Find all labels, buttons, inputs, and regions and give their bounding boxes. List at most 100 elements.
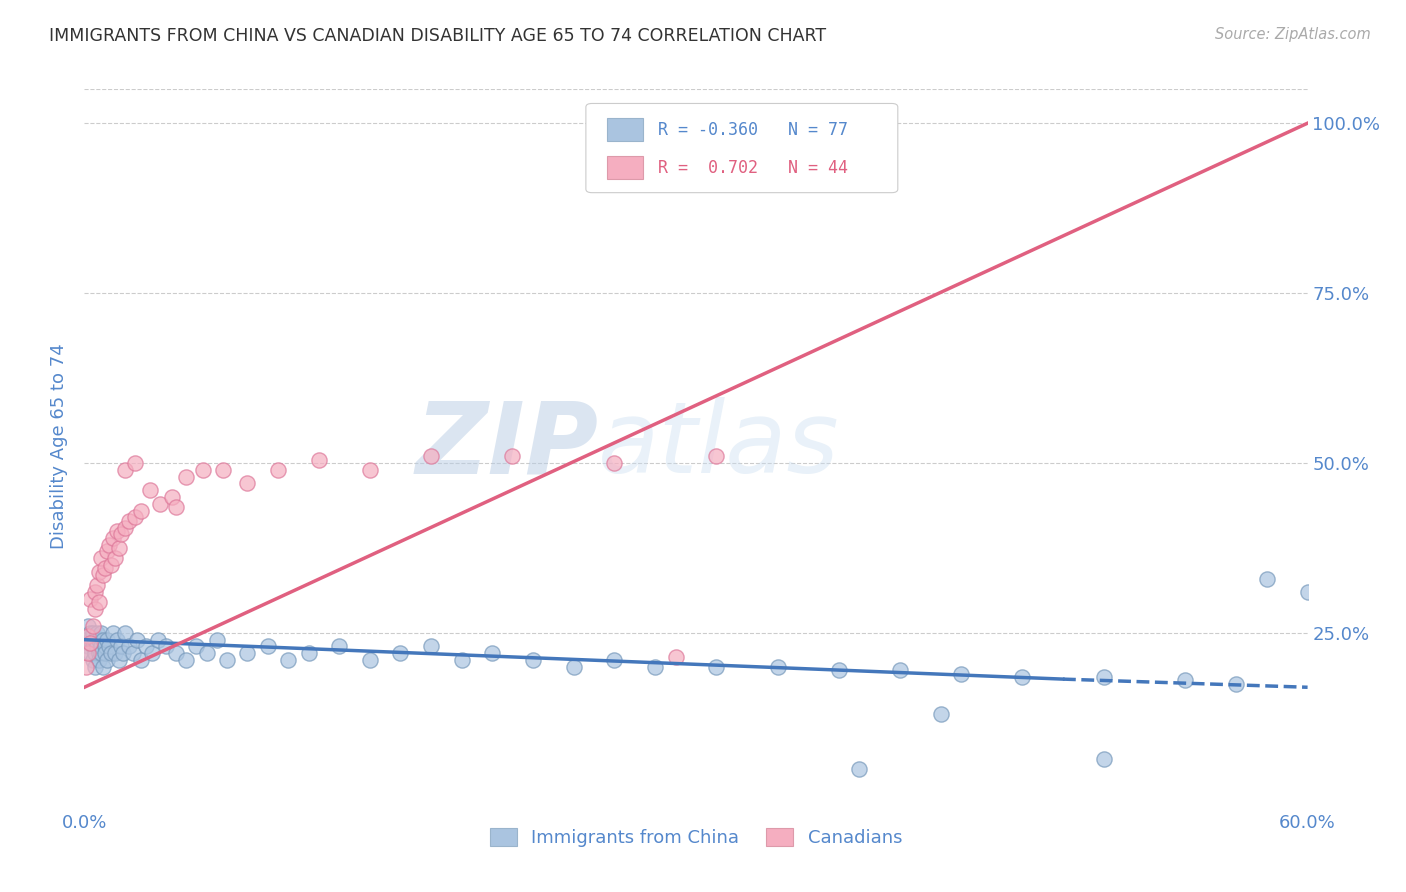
Point [191,463,214,477]
Point [328,640,350,654]
Point [1174,673,1197,688]
Point [83,585,105,599]
Text: atlas: atlas [598,398,839,494]
Point [389,646,412,660]
FancyBboxPatch shape [586,103,898,193]
Point [112,646,135,660]
Point [87,565,110,579]
Point [155,640,177,654]
Point [79,636,101,650]
Point [105,632,128,647]
Point [1296,585,1319,599]
Point [1092,751,1115,765]
Point [90,640,112,654]
Point [848,762,870,776]
Point [359,463,381,477]
Point [195,646,218,660]
Point [90,646,112,660]
Point [83,632,105,647]
Point [205,632,228,647]
Point [79,591,101,606]
Point [100,646,122,660]
Point [100,558,122,572]
Point [87,595,110,609]
Point [212,463,235,477]
Point [127,632,149,647]
Point [110,527,132,541]
Point [96,653,118,667]
Point [79,646,101,660]
Point [165,646,187,660]
Point [104,551,127,566]
Point [124,510,146,524]
Point [131,653,153,667]
Point [236,476,259,491]
Point [82,640,104,654]
Point [104,646,127,660]
Point [135,640,157,654]
Point [114,626,136,640]
Point [77,629,100,643]
Point [90,626,112,640]
Point [1256,572,1278,586]
Point [86,578,108,592]
Point [114,520,136,534]
Point [217,653,239,667]
Point [77,619,100,633]
Point [766,660,789,674]
Point [118,640,141,654]
Point [97,537,120,551]
Text: R = -0.360   N = 77: R = -0.360 N = 77 [658,121,848,139]
Point [122,646,145,660]
Text: R =  0.702   N = 44: R = 0.702 N = 44 [658,159,848,177]
Point [420,449,443,463]
Point [149,497,172,511]
Point [267,463,290,477]
Point [93,640,115,654]
Point [929,707,952,722]
Point [77,640,100,654]
Point [174,469,197,483]
Point [118,514,141,528]
Point [522,653,544,667]
Point [644,660,666,674]
Point [603,653,626,667]
Point [97,640,120,654]
Point [124,456,146,470]
Point [96,632,118,647]
Point [450,653,472,667]
Point [138,483,160,498]
Point [91,568,114,582]
Point [108,653,131,667]
Point [83,660,105,674]
Point [79,632,101,647]
Point [277,653,299,667]
Point [174,653,197,667]
Point [308,452,330,467]
Point [75,660,97,674]
Legend: Immigrants from China, Canadians: Immigrants from China, Canadians [482,821,910,855]
Point [665,649,688,664]
Point [87,653,110,667]
Point [1225,677,1247,691]
FancyBboxPatch shape [606,156,644,179]
Point [86,626,108,640]
Text: IMMIGRANTS FROM CHINA VS CANADIAN DISABILITY AGE 65 TO 74 CORRELATION CHART: IMMIGRANTS FROM CHINA VS CANADIAN DISABI… [49,27,827,45]
Point [93,646,115,660]
Point [889,663,911,677]
Point [1011,670,1033,684]
Point [79,626,101,640]
Point [236,646,259,660]
Point [141,646,163,660]
Point [603,456,626,470]
Point [257,640,280,654]
Point [77,646,100,660]
Point [83,646,105,660]
Point [298,646,321,660]
Point [110,640,132,654]
Point [91,632,114,647]
Point [706,449,728,463]
Point [82,619,104,633]
Point [93,561,115,575]
Point [83,602,105,616]
